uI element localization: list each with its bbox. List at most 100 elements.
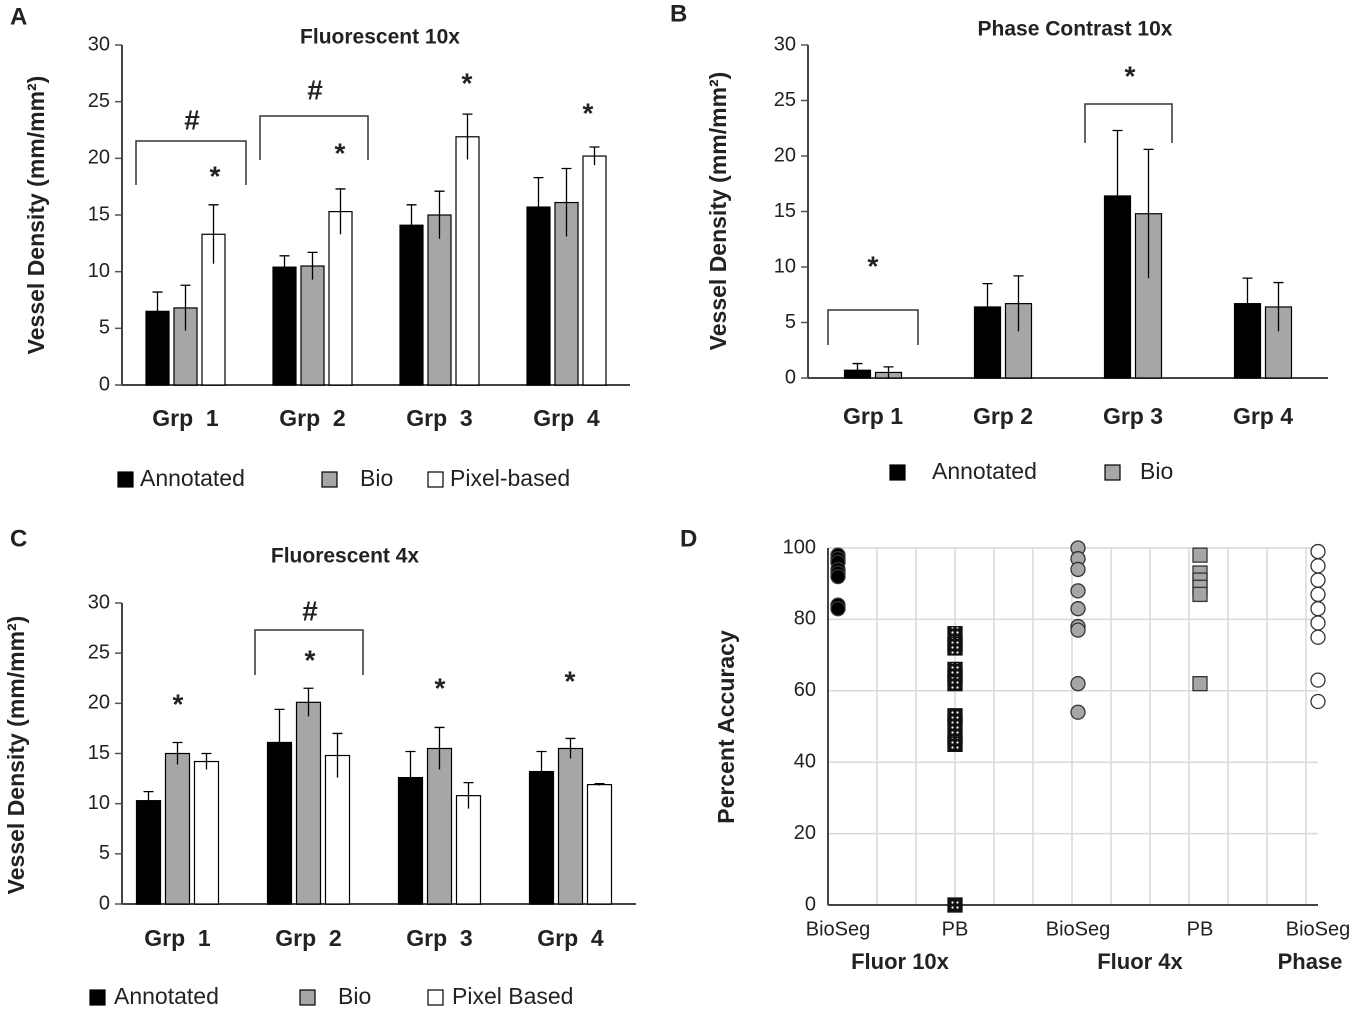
y-tick-label: 20 [88,692,110,714]
point [1310,693,1326,710]
legend-swatch [427,471,444,488]
annotation: # [307,74,323,105]
y-tick-label: 15 [774,200,796,222]
y-tick-label: 100 [783,536,816,558]
x-tick-label: Grp 4 [537,925,604,951]
x-tick-label: Grp 1 [152,405,219,431]
error-bar [463,781,474,809]
point [947,736,963,752]
point [1310,672,1326,688]
point [1070,601,1086,617]
point [1070,583,1086,599]
x-tick-label: Grp 4 [1233,403,1293,429]
point [1310,543,1326,560]
y-tick-label: 5 [785,311,796,333]
x-tick-label: BioSeg [1286,918,1350,940]
y-tick-label: 0 [785,366,796,388]
panel-letter: B [670,0,687,27]
error-bar [152,291,163,331]
y-tick-label: 20 [774,144,796,166]
y-tick-label: 30 [774,33,796,55]
error-bar [536,750,547,792]
legend-label: Pixel Based [452,983,573,1009]
y-tick-label: 30 [88,33,110,55]
bracket [1084,103,1173,143]
error-bar [307,251,318,280]
y-tick-label: 15 [88,742,110,764]
y-tick-label: 0 [99,373,110,395]
y-tick-label: 25 [88,90,110,112]
group-label: Fluor 4x [1097,949,1183,974]
group-label: Fluor 10x [851,949,950,974]
bar [399,224,424,386]
y-tick-label: 60 [794,679,816,701]
annotation: * [173,688,184,719]
error-bar [434,190,445,239]
error-bar [332,732,343,778]
error-bar [982,283,993,331]
x-tick-label: Grp 1 [144,925,211,951]
error-bar [594,782,605,786]
bar [582,155,607,386]
error-bar [406,204,417,246]
x-tick-label: Grp 3 [406,925,472,951]
bar [557,747,584,905]
panel-letter: C [10,525,27,552]
legend-swatch [427,989,444,1006]
point [947,715,963,731]
y-tick-label: 5 [99,842,110,864]
point [1310,558,1326,574]
annotation: * [583,97,594,128]
error-bar [883,366,894,378]
point [830,568,846,585]
point [947,640,963,656]
chart-title: Fluorescent 10x [300,26,460,49]
legend-label: Bio [338,983,371,1009]
bar [426,747,453,905]
legend-swatch [89,989,106,1006]
legend-swatch [889,464,906,481]
bar [455,136,480,386]
point [947,676,963,692]
error-bar [208,204,219,264]
chart-title: Phase Contrast 10x [978,18,1173,41]
y-tick-label: 25 [88,641,110,663]
annotation: * [462,67,473,98]
y-axis-label: Percent Accuracy [713,630,739,824]
y-tick-label: 10 [88,260,110,282]
bar [135,800,162,905]
y-tick-label: 0 [99,892,110,914]
bar [193,760,220,905]
error-bar [434,726,445,770]
point [1310,572,1326,588]
error-bar [172,741,183,765]
point [1070,561,1086,578]
x-tick-label: Grp 2 [973,403,1033,429]
point [1192,676,1208,692]
bar [164,752,191,905]
panel-letter: D [680,525,697,552]
x-tick-label: Grp 3 [406,405,472,431]
x-tick-label: Grp 2 [275,925,341,951]
bracket [259,115,369,160]
bar [427,214,452,386]
error-bar [143,790,154,810]
y-tick-label: 10 [774,255,796,277]
bracket [827,309,919,345]
bar [586,784,613,905]
y-tick-label: 40 [794,750,816,772]
y-tick-label: 15 [88,203,110,225]
x-tick-label: BioSeg [806,918,871,940]
bracket [135,140,247,185]
x-tick-label: Grp 4 [533,405,600,431]
error-bar [274,708,285,776]
legend-label: Annotated [140,465,245,491]
legend-label: Pixel-based [450,465,570,491]
error-bar [565,737,576,759]
x-tick-label: BioSeg [1046,918,1111,940]
error-bar [1112,129,1123,262]
y-tick-label: 5 [99,317,110,339]
chart-title: Fluorescent 4x [271,545,420,568]
error-bar [1143,148,1154,279]
